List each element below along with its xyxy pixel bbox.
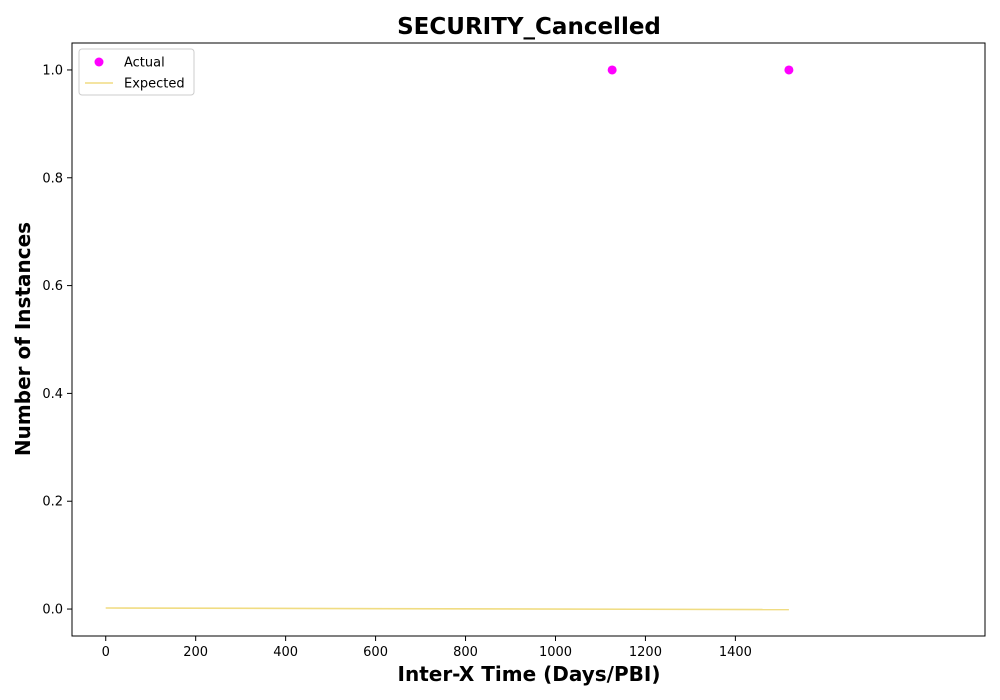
data-point-actual xyxy=(784,65,794,75)
y-axis: 0.0 0.2 0.4 0.6 0.8 1.0 xyxy=(42,63,72,618)
legend-label: Actual xyxy=(124,56,165,71)
y-axis-title: Number of Instances xyxy=(11,222,35,456)
x-tick-label: 400 xyxy=(273,645,298,660)
x-axis: 0 200 400 600 800 1000 1200 1400 xyxy=(102,636,752,660)
plot-area xyxy=(71,42,986,637)
y-tick-label: 0.0 xyxy=(42,603,63,618)
x-tick-label: 200 xyxy=(183,645,208,660)
x-tick-label: 0 xyxy=(102,645,110,660)
x-tick-label: 1200 xyxy=(629,645,662,660)
x-axis-title: Inter-X Time (Days/PBI) xyxy=(398,662,661,686)
y-tick-label: 0.2 xyxy=(42,495,63,510)
legend: Actual Expected xyxy=(78,48,195,96)
y-tick-label: 0.6 xyxy=(42,279,63,294)
x-tick-label: 800 xyxy=(453,645,478,660)
legend-label: Expected xyxy=(124,77,185,92)
series-line-expected xyxy=(105,607,789,611)
y-tick-label: 0.8 xyxy=(42,171,63,186)
chart-title: SECURITY_Cancelled xyxy=(397,14,661,40)
x-tick-label: 1400 xyxy=(719,645,752,660)
y-tick-label: 0.4 xyxy=(42,387,63,402)
y-tick-label: 1.0 xyxy=(42,63,63,78)
plot-frame xyxy=(71,42,986,637)
data-point-actual xyxy=(607,65,617,75)
x-tick-label: 600 xyxy=(363,645,388,660)
x-tick-label: 1000 xyxy=(539,645,572,660)
legend-swatch-actual xyxy=(94,57,104,67)
